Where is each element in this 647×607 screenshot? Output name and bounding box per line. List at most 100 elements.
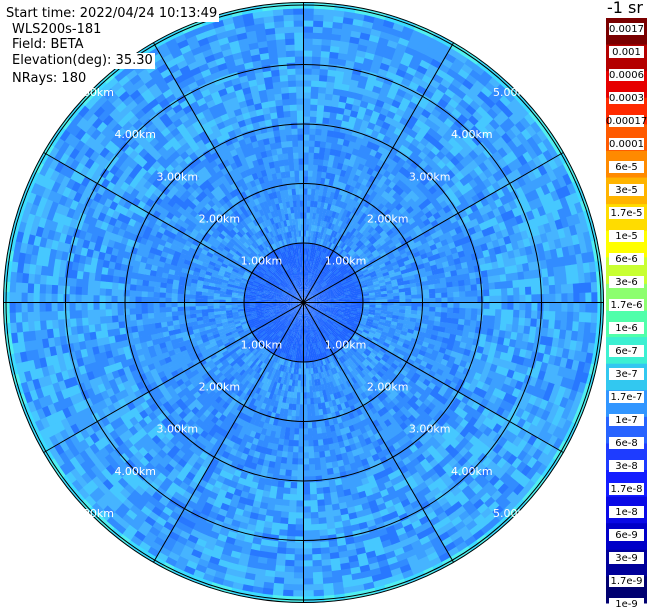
beta-cell <box>347 554 359 563</box>
beta-cell <box>334 379 341 387</box>
beta-cell <box>310 337 314 344</box>
beta-cell <box>314 409 320 417</box>
beta-cell <box>345 373 352 381</box>
beta-cell <box>459 302 466 309</box>
beta-cell <box>303 458 310 465</box>
beta-cell <box>361 331 369 337</box>
beta-cell <box>350 337 358 344</box>
beta-cell <box>493 322 501 331</box>
beta-cell <box>500 316 508 325</box>
beta-cell <box>397 362 406 370</box>
beta-cell <box>469 509 482 521</box>
beta-cell <box>307 362 311 369</box>
beta-cell <box>293 566 304 573</box>
beta-cell <box>335 328 342 334</box>
beta-cell <box>564 330 573 341</box>
beta-cell <box>81 302 88 311</box>
beta-cell <box>366 380 374 389</box>
beta-cell <box>478 423 488 434</box>
beta-cell <box>334 366 341 373</box>
beta-cell <box>545 363 555 375</box>
beta-cell <box>45 302 52 312</box>
beta-cell <box>285 463 293 471</box>
beta-cell <box>499 323 507 332</box>
beta-cell <box>451 501 463 512</box>
beta-cell <box>15 311 23 323</box>
beta-cell <box>325 321 332 327</box>
beta-cell <box>477 302 484 310</box>
beta-cell <box>368 499 378 509</box>
beta-cell <box>567 302 574 313</box>
beta-cell <box>51 284 59 294</box>
beta-cell <box>323 338 328 346</box>
beta-cell <box>344 326 351 332</box>
beta-cell <box>375 302 382 306</box>
beta-cell <box>573 302 580 313</box>
beta-cell <box>544 401 555 413</box>
beta-cell <box>503 337 511 347</box>
beta-cell <box>401 484 412 494</box>
beta-cell <box>306 350 310 357</box>
beta-cell <box>307 306 313 312</box>
beta-cell <box>420 486 432 497</box>
beta-cell <box>298 440 304 447</box>
beta-cell <box>316 321 322 328</box>
beta-cell <box>507 302 514 311</box>
beta-cell <box>445 467 457 478</box>
beta-cell <box>552 426 563 439</box>
beta-cell <box>320 319 326 325</box>
beta-cell <box>317 439 324 447</box>
beta-cell <box>539 399 549 411</box>
beta-cell <box>419 327 428 334</box>
beta-cell <box>328 318 335 323</box>
beta-cell <box>135 284 143 292</box>
beta-cell <box>21 301 28 313</box>
beta-cell <box>478 339 486 348</box>
beta-cell <box>405 529 417 539</box>
beta-cell <box>522 431 533 444</box>
beta-cell <box>381 307 388 312</box>
beta-cell <box>400 359 408 367</box>
beta-cell <box>333 339 339 346</box>
beta-cell <box>530 351 539 362</box>
beta-cell <box>467 331 476 340</box>
beta-cell <box>357 326 365 332</box>
beta-cell <box>371 349 379 356</box>
beta-cell <box>99 309 106 317</box>
beta-cell <box>365 336 373 342</box>
beta-cell <box>542 319 550 329</box>
beta-cell <box>516 428 528 440</box>
beta-cell <box>331 324 337 330</box>
beta-cell <box>99 280 107 289</box>
beta-cell <box>364 469 374 478</box>
beta-cell <box>450 328 458 336</box>
beta-cell <box>321 559 332 567</box>
beta-cell <box>335 372 341 380</box>
beta-cell <box>338 334 344 341</box>
beta-cell <box>303 452 309 459</box>
beta-cell <box>328 546 339 554</box>
beta-cell <box>129 302 136 309</box>
beta-cell <box>415 368 424 377</box>
beta-cell <box>309 319 312 326</box>
beta-cell <box>489 342 498 351</box>
beta-cell <box>312 309 318 315</box>
beta-cell <box>123 283 131 291</box>
beta-cell <box>340 320 347 326</box>
beta-cell <box>355 313 363 318</box>
beta-cell <box>308 305 314 310</box>
beta-cell <box>476 314 484 322</box>
beta-cell <box>377 339 385 346</box>
beta-cell <box>395 344 403 351</box>
beta-cell <box>389 327 397 333</box>
beta-cell <box>326 309 333 313</box>
beta-cell <box>9 291 16 303</box>
beta-cell <box>399 334 407 340</box>
beta-cell <box>511 324 519 333</box>
beta-cell <box>316 314 323 319</box>
beta-cell <box>285 547 295 555</box>
beta-cell <box>395 376 404 384</box>
beta-cell <box>118 321 126 329</box>
beta-cell <box>177 314 185 321</box>
beta-cell <box>387 530 399 540</box>
